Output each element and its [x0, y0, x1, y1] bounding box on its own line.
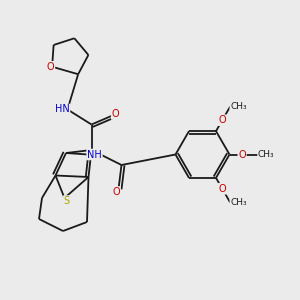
Text: CH₃: CH₃ — [258, 150, 274, 159]
Text: CH₃: CH₃ — [230, 198, 247, 207]
Text: O: O — [218, 184, 226, 194]
Text: CH₃: CH₃ — [230, 102, 247, 111]
Text: O: O — [47, 62, 54, 72]
Text: NH: NH — [87, 149, 102, 160]
Text: HN: HN — [55, 104, 70, 115]
Text: O: O — [112, 187, 120, 197]
Text: O: O — [238, 149, 246, 160]
Text: O: O — [112, 109, 119, 119]
Text: O: O — [218, 115, 226, 125]
Text: S: S — [64, 196, 70, 206]
